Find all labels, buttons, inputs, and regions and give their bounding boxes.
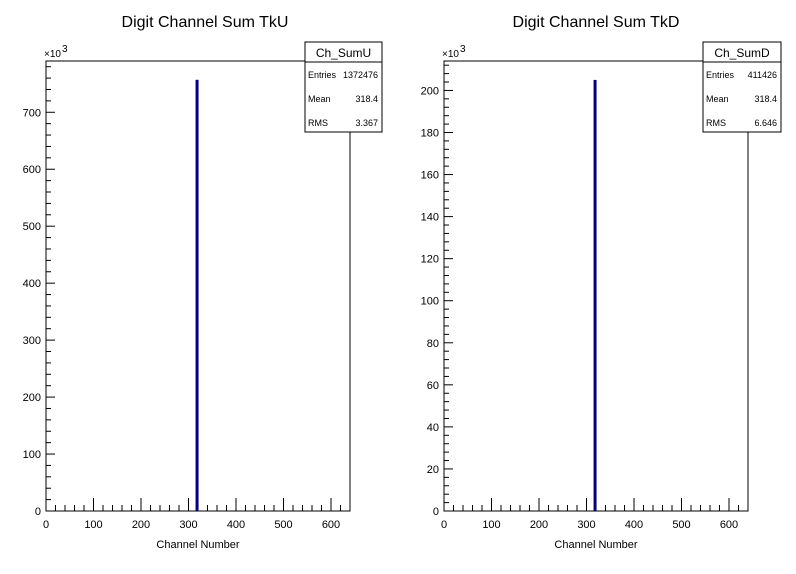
y-tick-label: 200 xyxy=(421,85,439,97)
histogram-pad-tku: Digit Channel Sum TkU 0 100 200 300 400 500 600… xyxy=(23,14,383,551)
y-exponent-label: ×10 xyxy=(442,49,459,60)
y-exponent-power: 3 xyxy=(460,44,466,55)
y-exponent-power: 3 xyxy=(62,44,68,55)
histogram-bar xyxy=(593,79,597,511)
histogram-bar xyxy=(195,79,199,511)
y-tick-label: 40 xyxy=(427,422,439,434)
stats-box xyxy=(702,41,782,133)
y-tick-label: 100 xyxy=(23,449,41,461)
x-axis-label: Channel Number xyxy=(554,539,637,551)
y-tick-label: 120 xyxy=(421,254,439,266)
stats-name: Ch_SumU xyxy=(316,46,371,60)
stats-label: RMS xyxy=(308,118,328,128)
stats-value: 1372476 xyxy=(343,70,378,80)
y-tick-label: 500 xyxy=(23,221,41,233)
x-tick-label: 400 xyxy=(625,519,643,531)
x-tick-label: 100 xyxy=(482,519,500,531)
y-tick-label: 60 xyxy=(427,380,439,392)
x-tick-label: 600 xyxy=(322,519,340,531)
y-tick-label: 0 xyxy=(35,506,41,518)
histogram-pad-tkd: Digit Channel Sum TkD 0 20 40 60 80 100 120 140 1… xyxy=(421,14,782,551)
x-tick-label: 200 xyxy=(530,519,548,531)
y-tick-label: 600 xyxy=(23,164,41,176)
stats-label: Entries xyxy=(308,70,337,80)
y-tick-label: 80 xyxy=(427,338,439,350)
y-tick-label: 400 xyxy=(23,278,41,290)
stats-value: 6.646 xyxy=(754,118,777,128)
chart-title: Digit Channel Sum TkD xyxy=(513,14,680,31)
y-tick-label: 20 xyxy=(427,464,439,476)
x-tick-label: 100 xyxy=(84,519,102,531)
y-tick-label: 0 xyxy=(433,506,439,518)
x-tick-label: 500 xyxy=(274,519,292,531)
x-tick-label: 300 xyxy=(179,519,197,531)
y-tick-label: 200 xyxy=(23,392,41,404)
stats-value: 318.4 xyxy=(754,94,777,104)
y-tick-label: 100 xyxy=(421,296,439,308)
stats-label: Mean xyxy=(706,94,729,104)
stats-name: Ch_SumD xyxy=(714,46,770,60)
y-tick-label: 700 xyxy=(23,107,41,119)
x-tick-label: 200 xyxy=(132,519,150,531)
x-tick-label: 300 xyxy=(577,519,595,531)
x-tick-label: 600 xyxy=(720,519,738,531)
stats-label: Mean xyxy=(308,94,331,104)
x-tick-label: 0 xyxy=(441,519,447,531)
x-tick-label: 0 xyxy=(43,519,49,531)
y-exponent-label: ×10 xyxy=(44,49,61,60)
chart-title: Digit Channel Sum TkU xyxy=(122,14,289,31)
stats-box xyxy=(304,41,383,133)
y-tick-label: 160 xyxy=(421,170,439,182)
stats-value: 318.4 xyxy=(355,94,378,104)
y-tick-label: 300 xyxy=(23,335,41,347)
x-axis-label: Channel Number xyxy=(156,539,239,551)
y-tick-label: 180 xyxy=(421,127,439,139)
y-tick-label: 140 xyxy=(421,212,439,224)
stats-value: 3.367 xyxy=(355,118,378,128)
stats-label: RMS xyxy=(706,118,726,128)
x-tick-label: 400 xyxy=(227,519,245,531)
stats-label: Entries xyxy=(706,70,735,80)
x-tick-label: 500 xyxy=(672,519,690,531)
stats-value: 411426 xyxy=(748,70,777,80)
